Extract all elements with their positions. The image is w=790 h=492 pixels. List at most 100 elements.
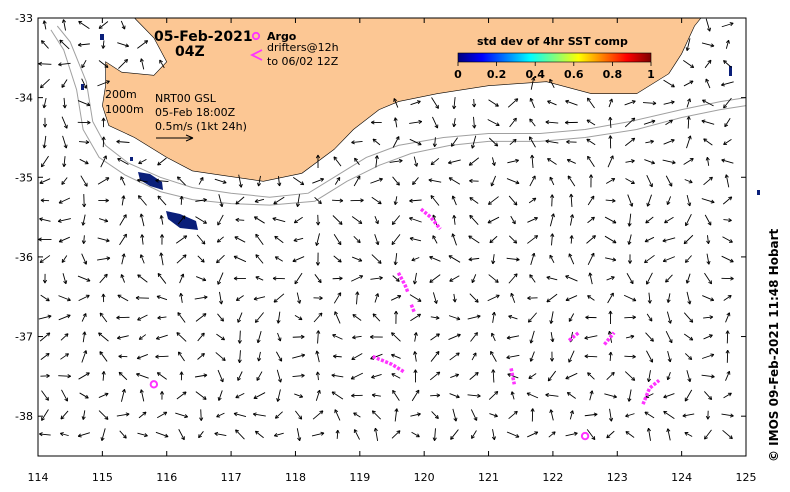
current-vector-arrow [644, 411, 655, 419]
current-vector-arrow [235, 196, 245, 205]
current-vector-arrow [332, 334, 343, 340]
current-vector-arrow [684, 179, 693, 184]
current-vector-arrow [703, 391, 713, 400]
current-vector-arrow [625, 159, 635, 164]
current-vector-arrow [77, 275, 91, 282]
colorbar-title: std dev of 4hr SST comp [477, 35, 628, 48]
current-vector-arrow [272, 276, 285, 281]
current-vector-arrow [490, 351, 497, 362]
current-vector-arrow [355, 291, 360, 305]
current-vector-arrow [665, 175, 673, 187]
current-vector-arrow [430, 315, 440, 320]
current-vector-arrow [530, 76, 536, 90]
current-vector-arrow [469, 293, 479, 303]
argo-floats [149, 380, 590, 441]
current-vector-arrow [176, 176, 186, 186]
drifter-legend-icon [249, 49, 263, 61]
current-vector-arrow [701, 374, 715, 379]
current-vector-arrow [569, 214, 575, 226]
current-vector-arrow [550, 194, 555, 207]
current-vector-arrow [136, 354, 148, 360]
current-vector-arrow [196, 234, 206, 245]
current-vector-arrow [315, 371, 320, 381]
current-vector-arrow [101, 117, 106, 128]
current-vector-arrow [137, 195, 147, 206]
current-vector-arrow [565, 295, 578, 302]
current-vector-arrow [528, 197, 537, 204]
current-vector-arrow [623, 294, 637, 302]
isobath-200m [56, 25, 747, 198]
current-vector-arrow [61, 79, 68, 88]
current-vector-arrow [42, 20, 47, 30]
current-vector-arrow [62, 97, 67, 109]
current-vector-arrow [371, 410, 381, 420]
current-vector-arrow [57, 218, 71, 223]
current-vector-arrow [684, 432, 693, 437]
current-vector-arrow [549, 213, 555, 227]
current-vector-arrow [39, 178, 51, 185]
current-vector-arrow [721, 22, 734, 28]
current-vector-arrow [702, 99, 714, 107]
current-vector-arrow [99, 218, 109, 223]
current-vector-arrow [333, 292, 342, 304]
current-vector-arrow [666, 428, 671, 441]
current-vector-arrow [60, 353, 69, 360]
current-vector-arrow [471, 274, 477, 284]
current-vector-arrow [314, 197, 322, 205]
current-vector-arrow [665, 119, 673, 126]
current-vector-arrow [589, 390, 594, 401]
current-vector-arrow [451, 233, 457, 246]
current-vector-arrow [39, 217, 51, 222]
current-vector-arrow [155, 354, 169, 359]
current-vector-arrow [350, 198, 364, 203]
current-vector-arrow [332, 198, 344, 203]
current-vector-arrow [352, 335, 362, 340]
current-vector-arrow [645, 216, 654, 224]
current-vector-arrow [116, 335, 129, 340]
current-vector-arrow [508, 235, 518, 244]
current-vector-arrow [38, 314, 52, 320]
current-vector-arrow [333, 234, 342, 246]
current-vector-arrow [393, 310, 399, 324]
current-vector-arrow [409, 216, 422, 223]
current-vector-arrow [449, 352, 460, 361]
current-vector-arrow [686, 291, 692, 305]
current-vector-arrow [176, 332, 187, 342]
current-vector-arrow [273, 432, 284, 438]
current-vector-arrow [627, 194, 634, 207]
current-vector-arrow [392, 136, 400, 148]
drifter-track [567, 331, 580, 342]
current-vector-arrow [701, 353, 715, 359]
current-vector-arrow [237, 312, 243, 323]
argo-legend-icon [251, 31, 261, 41]
current-vector-arrow [627, 389, 632, 402]
current-vector-arrow [722, 236, 733, 243]
current-vector-arrow [725, 39, 730, 49]
current-vector-arrow [448, 255, 461, 263]
current-vector-arrow [568, 313, 575, 322]
current-vector-arrow [450, 373, 460, 378]
colorbar-tick-label: 0.8 [603, 68, 623, 81]
current-vector-arrow [217, 369, 224, 383]
current-vector-arrow [159, 215, 164, 225]
current-vector-arrow [121, 195, 126, 206]
current-vector-arrow [627, 254, 633, 264]
current-vector-arrow [430, 157, 440, 166]
current-vector-arrow [120, 388, 126, 402]
current-vector-arrow [157, 273, 167, 284]
current-vector-arrow [120, 274, 126, 283]
current-vector-arrow [706, 235, 711, 245]
current-vector-arrow [701, 42, 715, 48]
current-vector-arrow [315, 154, 321, 168]
current-vector-arrow [704, 272, 713, 285]
current-vector-arrow [547, 158, 557, 165]
current-vector-arrow [646, 272, 653, 285]
current-vector-arrow [666, 196, 672, 205]
drifter-track [396, 271, 410, 294]
drifter-legend-line2: to 06/02 12Z [267, 55, 339, 68]
current-vector-arrow [393, 117, 398, 128]
current-vector-arrow [645, 332, 654, 342]
current-vector-arrow [79, 158, 89, 165]
current-vector-arrow [705, 18, 711, 32]
current-vector-arrow [100, 155, 107, 168]
